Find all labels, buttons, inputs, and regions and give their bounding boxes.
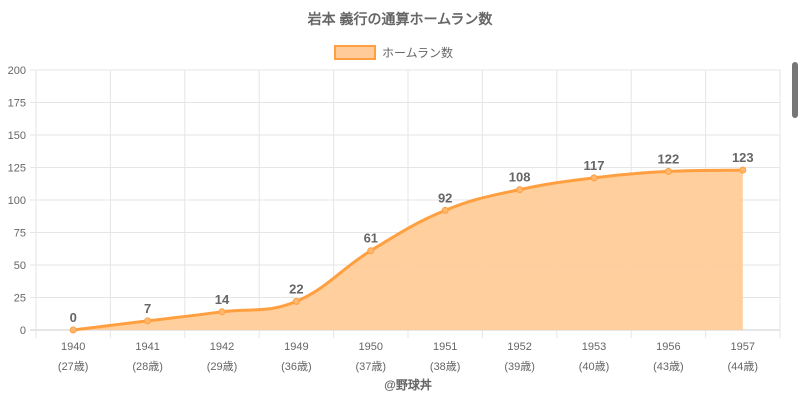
x-tick-sublabel: (36歳) bbox=[281, 360, 312, 373]
scrollbar[interactable] bbox=[792, 62, 798, 118]
data-point bbox=[292, 297, 300, 305]
x-tick-sublabel: (27歳) bbox=[58, 360, 89, 373]
x-tick-sublabel: (43歳) bbox=[653, 360, 684, 373]
x-tick-sublabel: (38歳) bbox=[430, 360, 461, 373]
data-label: 117 bbox=[584, 158, 605, 173]
x-tick-label: 1949 bbox=[284, 341, 308, 353]
data-point bbox=[664, 167, 672, 175]
legend-label: ホームラン数 bbox=[382, 45, 453, 60]
y-tick-label: 175 bbox=[8, 98, 26, 110]
data-label: 108 bbox=[509, 170, 531, 185]
y-tick-label: 50 bbox=[14, 260, 26, 272]
legend[interactable]: ホームラン数 bbox=[334, 45, 453, 60]
data-point bbox=[367, 247, 375, 255]
y-tick-label: 125 bbox=[8, 163, 26, 175]
data-label: 14 bbox=[215, 292, 230, 307]
x-tick-label: 1956 bbox=[656, 341, 680, 353]
x-tick-label: 1950 bbox=[359, 341, 383, 353]
data-label: 92 bbox=[438, 190, 452, 205]
x-tick-label: 1952 bbox=[507, 341, 531, 353]
x-tick-sublabel: (40歳) bbox=[579, 360, 610, 373]
x-tick-label: 1940 bbox=[61, 341, 85, 353]
data-label: 61 bbox=[364, 231, 378, 246]
y-tick-label: 75 bbox=[14, 228, 26, 240]
data-label: 0 bbox=[70, 310, 77, 325]
x-tick-label: 1942 bbox=[210, 341, 234, 353]
series-area bbox=[73, 170, 743, 330]
data-point bbox=[69, 326, 77, 334]
data-label: 123 bbox=[732, 150, 754, 165]
x-tick-sublabel: (44歳) bbox=[728, 360, 759, 373]
y-tick-label: 100 bbox=[8, 195, 26, 207]
x-tick-label: 1953 bbox=[582, 341, 606, 353]
data-point bbox=[590, 174, 598, 182]
data-label: 22 bbox=[289, 281, 303, 296]
data-label: 7 bbox=[144, 301, 151, 316]
x-tick-label: 1957 bbox=[731, 341, 755, 353]
series-line bbox=[73, 168, 743, 332]
x-tick-label: 1951 bbox=[433, 341, 457, 353]
y-tick-label: 200 bbox=[8, 65, 26, 77]
y-tick-label: 0 bbox=[20, 325, 26, 337]
chart-title: 岩本 義行の通算ホームラン数 bbox=[307, 11, 494, 27]
x-axis-label: @野球丼 bbox=[384, 377, 432, 392]
x-tick-sublabel: (37歳) bbox=[356, 360, 387, 373]
x-tick-sublabel: (29歳) bbox=[207, 360, 238, 373]
x-tick-sublabel: (39歳) bbox=[504, 360, 535, 373]
data-point bbox=[144, 317, 152, 325]
data-point bbox=[441, 206, 449, 214]
data-point bbox=[516, 186, 524, 194]
y-tick-label: 150 bbox=[8, 130, 26, 142]
data-point bbox=[739, 166, 747, 174]
x-tick-sublabel: (28歳) bbox=[132, 360, 163, 373]
data-point bbox=[218, 308, 226, 316]
x-tick-label: 1941 bbox=[135, 341, 159, 353]
y-tick-label: 25 bbox=[14, 293, 26, 305]
data-label: 122 bbox=[658, 151, 680, 166]
legend-swatch bbox=[334, 45, 376, 60]
